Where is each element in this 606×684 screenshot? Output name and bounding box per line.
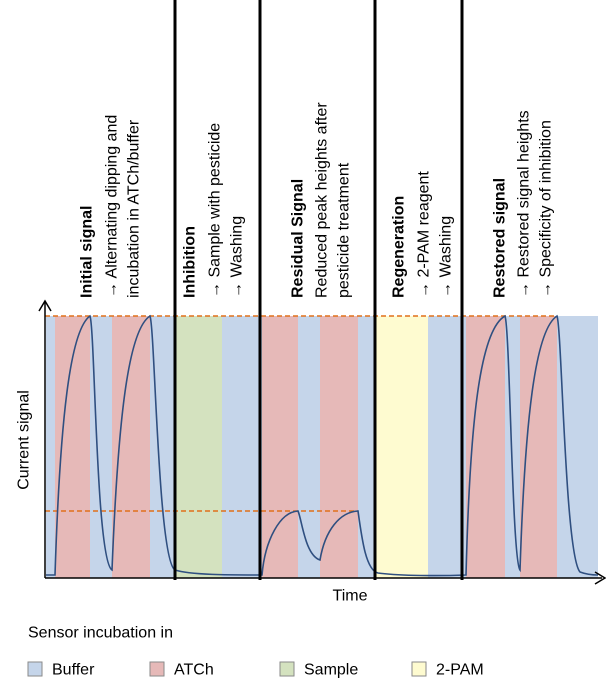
- band: [358, 316, 375, 578]
- x-arrow: [594, 571, 606, 585]
- bands: [46, 316, 598, 578]
- section-title: Residual Signal: [290, 179, 307, 298]
- legend: Buffer ATCh Sample 2-PAM: [27, 661, 484, 679]
- section-dividers: [173, 0, 464, 580]
- band: [557, 316, 598, 578]
- section-line: Reduced peak heights after: [314, 102, 331, 298]
- band: [462, 316, 466, 578]
- band: [428, 316, 462, 578]
- legend-swatch: [27, 661, 43, 677]
- legend-title: Sensor incubation in: [28, 625, 173, 642]
- y-axis-label: Current signal: [16, 390, 33, 490]
- section-line: → Washing: [229, 216, 246, 298]
- band: [46, 316, 55, 578]
- band: [298, 316, 320, 578]
- band: [320, 316, 358, 578]
- legend-label: Sample: [304, 662, 358, 679]
- band: [175, 316, 222, 578]
- band: [90, 316, 112, 578]
- section-line: → Alternating dipping and: [104, 115, 121, 298]
- section-line: → Restored signal heights: [516, 110, 533, 298]
- legend-swatch: [411, 661, 427, 677]
- legend-swatch: [279, 661, 295, 677]
- section-line: → Sample with pesticide: [207, 123, 224, 298]
- band: [222, 316, 260, 578]
- legend-label: 2-PAM: [436, 662, 484, 679]
- section-line: incubation in ATCh/buffer: [126, 119, 143, 298]
- band: [375, 316, 428, 578]
- section-title: Restored signal: [492, 178, 509, 298]
- band: [262, 316, 298, 578]
- section-line: → Specificity of inhibition: [538, 120, 555, 298]
- section-line: → 2-PAM reagent: [416, 171, 433, 298]
- section-line: pesticide treatment: [336, 162, 353, 298]
- section-title: Inhibition: [182, 226, 199, 298]
- legend-swatch: [149, 661, 165, 677]
- x-axis-label: Time: [333, 588, 368, 605]
- y-arrow: [38, 299, 52, 312]
- legend-label: ATCh: [174, 662, 214, 679]
- section-texts: Initial signal → Alternating dipping and i…: [79, 102, 555, 298]
- section-title: Regeneration: [391, 196, 408, 298]
- signal-curve: [46, 314, 599, 577]
- legend-label: Buffer: [52, 662, 95, 679]
- section-title: Initial signal: [79, 206, 96, 298]
- section-line: → Washing: [438, 216, 455, 298]
